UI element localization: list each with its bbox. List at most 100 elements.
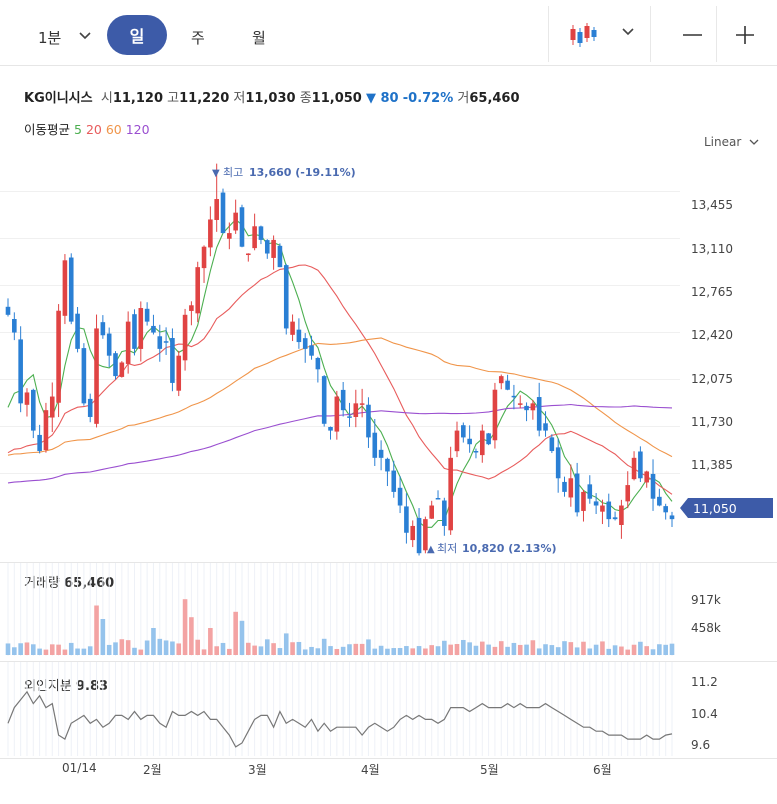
ma-label: 이동평균: [24, 122, 71, 137]
volume-bar: [246, 642, 251, 655]
candle-body: [277, 245, 283, 268]
candle-body: [600, 505, 605, 512]
price-tick: 13,455: [691, 198, 733, 212]
close-value: 11,050: [311, 91, 362, 106]
high-value: 11,220: [179, 91, 230, 106]
foreign-tick: 10.4: [691, 707, 718, 721]
candle-body: [555, 447, 561, 479]
price-chart[interactable]: 13,455 13,110 12,765 12,420 12,075 11,73…: [0, 150, 777, 560]
candle-body: [530, 403, 536, 411]
volume-bar: [239, 620, 245, 655]
volume-bars: [5, 599, 675, 655]
volume-bar: [214, 646, 219, 655]
volume-bar: [227, 648, 232, 655]
candlestick-icon[interactable]: [569, 22, 597, 48]
candle-body: [467, 438, 472, 445]
candle-body: [568, 478, 574, 498]
foreign-label: 외인지분: [24, 679, 72, 694]
quote-summary: KG이니시스 시11,120 고11,220 저11,030 종11,050 ▼…: [24, 87, 520, 106]
volume-bar: [581, 641, 586, 655]
volume-bar: [479, 641, 485, 655]
volume-bar: [290, 642, 295, 655]
volume-bar: [404, 646, 409, 655]
foreign-ownership-chart[interactable]: 11.2 10.4 9.6: [0, 662, 777, 758]
candle-body: [119, 362, 125, 377]
candle-body: [631, 457, 637, 480]
volume-bar: [448, 644, 453, 655]
candle-body: [574, 473, 580, 513]
open-label: 시: [100, 91, 113, 106]
candle-body: [81, 348, 87, 404]
volume-bar: [593, 644, 599, 655]
volume-bar: [106, 644, 112, 655]
candle-body: [669, 515, 675, 520]
candle-body: [315, 357, 321, 370]
volume-bar: [94, 605, 99, 655]
candle-body: [5, 306, 11, 315]
ma-60: 60: [105, 122, 122, 137]
volume-bar: [612, 645, 618, 655]
candle-body: [125, 321, 131, 364]
ma-20-line: [7, 264, 673, 495]
chevron-down-icon[interactable]: [79, 32, 91, 40]
candle-body: [75, 313, 80, 349]
candle-body: [353, 403, 359, 417]
candle-body: [321, 376, 327, 424]
scale-mode-select[interactable]: Linear: [704, 135, 759, 149]
zoom-in-button[interactable]: [735, 25, 755, 45]
candle-body: [163, 341, 169, 343]
low-annotation: ▲ 최저 10,820 (2.13%): [427, 542, 557, 555]
volume-bar: [669, 643, 675, 655]
tab-month[interactable]: 월: [252, 27, 266, 48]
volume-bar: [62, 649, 68, 655]
volume-bar: [517, 644, 523, 655]
candle-body: [442, 500, 447, 526]
high-value: 13,660 (-19.11%): [249, 166, 356, 179]
candle-body: [657, 496, 662, 506]
volume-value: 65,460: [469, 91, 520, 106]
candle-body: [410, 525, 416, 541]
candle-body: [271, 239, 276, 258]
volume-bar: [18, 643, 23, 655]
volume-bar: [328, 646, 333, 655]
volume-bar: [195, 639, 201, 655]
high-arrow-icon: ▼: [212, 168, 220, 179]
candle-body: [68, 257, 74, 322]
candle-body: [562, 481, 567, 492]
volume-bar: [264, 639, 270, 655]
volume-bar: [296, 641, 302, 655]
candle-body: [486, 433, 491, 445]
candle-body: [214, 199, 219, 220]
candle-body: [290, 321, 295, 335]
volume-bar: [353, 643, 359, 655]
volume-bar: [151, 628, 156, 655]
ma-20: 20: [85, 122, 102, 137]
candle-body: [340, 389, 346, 411]
volume-bar: [467, 642, 472, 655]
chart-type-chevron-icon[interactable]: [622, 28, 634, 36]
candle-body: [606, 501, 612, 520]
volume-tick: 917k: [691, 593, 721, 607]
toolbar-divider: [548, 6, 549, 62]
foreign-tick: 9.6: [691, 738, 710, 752]
toolbar-divider: [716, 6, 717, 62]
interval-select[interactable]: 1분: [38, 27, 61, 48]
candle-body: [246, 253, 251, 256]
candle-body: [56, 310, 61, 403]
volume-bar: [511, 642, 517, 655]
candle-body: [334, 396, 340, 432]
volume-bar: [454, 644, 460, 655]
volume-bar: [562, 641, 567, 655]
tab-week[interactable]: 주: [191, 27, 205, 48]
foreign-ownership-line: [7, 690, 673, 748]
candle-body: [100, 322, 106, 336]
volume-bar: [397, 648, 403, 655]
candle-body: [189, 305, 194, 311]
volume-bar: [492, 646, 498, 655]
price-tick: 11,385: [691, 458, 733, 472]
time-tick: 5월: [480, 763, 499, 777]
zoom-out-button[interactable]: [682, 26, 704, 46]
tab-day[interactable]: 일: [107, 15, 167, 55]
volume-chart[interactable]: 917k 458k: [0, 563, 777, 660]
volume-value: 65,460: [64, 576, 115, 591]
